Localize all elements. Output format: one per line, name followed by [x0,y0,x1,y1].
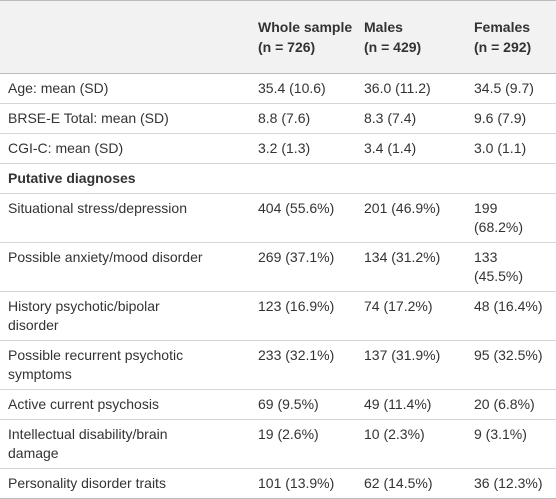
table-row: Putative diagnoses [0,163,556,194]
table-row: Possible anxiety/mood disorder 269 (37.1%… [0,242,556,292]
table-row: Personality disorder traits 101 (13.9%) 62… [0,468,556,499]
column-title: Whole sample [258,19,353,35]
cell: 20 (6.8%) [464,389,556,420]
column-header: Males (n = 429) [354,0,464,74]
cell: 3.0 (1.1) [464,133,556,164]
cell: 133 (45.5%) [464,242,556,292]
table-row: Possible recurrent psychotic symptoms 233… [0,340,556,390]
cell: 3.2 (1.3) [248,133,354,164]
cell: 233 (32.1%) [248,340,354,390]
cell: 201 (46.9%) [354,193,464,243]
cell: 404 (55.6%) [248,193,354,243]
row-label: Active current psychosis [0,389,248,420]
row-label: Possible anxiety/mood disorder [0,242,248,292]
row-label: Intellectual disability/brain damage [0,419,248,469]
cell: 123 (16.9%) [248,291,354,341]
cell: 34.5 (9.7) [464,73,556,104]
row-label: Personality disorder traits [0,468,248,499]
cell: 3.4 (1.4) [354,133,464,164]
table-row: Active current psychosis 69 (9.5%) 49 (11.… [0,389,556,420]
cell: 74 (17.2%) [354,291,464,341]
row-label: Age: mean (SD) [0,73,248,104]
cell: 269 (37.1%) [248,242,354,292]
column-n: (n = 726) [258,39,316,55]
table-row: History psychotic/bipolar disorder 123 (1… [0,291,556,341]
table-row: CGI-C: mean (SD) 3.2 (1.3) 3.4 (1.4) 3.0 (1… [0,133,556,164]
section-label: Putative diagnoses [0,163,556,194]
header-cell [0,0,248,74]
cell: 9 (3.1%) [464,419,556,469]
cell: 8.3 (7.4) [354,103,464,134]
cell: 62 (14.5%) [354,468,464,499]
table-row: Situational stress/depression 404 (55.6%)… [0,193,556,243]
row-label: CGI-C: mean (SD) [0,133,248,164]
row-label: Possible recurrent psychotic symptoms [0,340,248,390]
cell: 69 (9.5%) [248,389,354,420]
column-title: Females [474,19,531,35]
cell: 35.4 (10.6) [248,73,354,104]
cell: 101 (13.9%) [248,468,354,499]
cell: 95 (32.5%) [464,340,556,390]
column-title: Males [364,19,403,35]
table-row: Age: mean (SD) 35.4 (10.6) 36.0 (11.2) 34.5… [0,73,556,104]
cell: 199 (68.2%) [464,193,556,243]
row-label: BRSE-E Total: mean (SD) [0,103,248,134]
cell: 10 (2.3%) [354,419,464,469]
cell: 48 (16.4%) [464,291,556,341]
cell: 49 (11.4%) [354,389,464,420]
column-header: Whole sample (n = 726) [248,0,354,74]
table-row: Intellectual disability/brain damage 19 (… [0,419,556,469]
row-label: Situational stress/depression [0,193,248,243]
cell: 36.0 (11.2) [354,73,464,104]
table-row: BRSE-E Total: mean (SD) 8.8 (7.6) 8.3 (7.4… [0,103,556,134]
column-n: (n = 292) [474,39,532,55]
cell: 134 (31.2%) [354,242,464,292]
row-label: History psychotic/bipolar disorder [0,291,248,341]
cell: 137 (31.9%) [354,340,464,390]
column-n: (n = 429) [364,39,422,55]
cell: 9.6 (7.9) [464,103,556,134]
column-header: Females (n = 292) [464,0,556,74]
cell: 19 (2.6%) [248,419,354,469]
cell: 8.8 (7.6) [248,103,354,134]
table-body: Age: mean (SD) 35.4 (10.6) 36.0 (11.2) 34.5… [0,73,556,499]
cell: 36 (12.3%) [464,468,556,499]
header-row: Whole sample (n = 726) Males (n = 429) Femal… [0,0,556,74]
